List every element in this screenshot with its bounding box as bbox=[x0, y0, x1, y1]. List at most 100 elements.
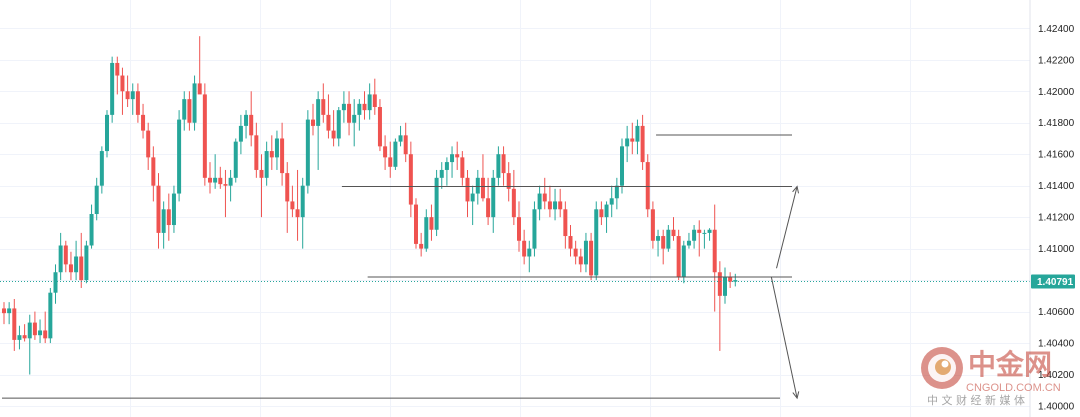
candle bbox=[450, 146, 455, 178]
candle-body bbox=[305, 119, 310, 186]
candle bbox=[300, 177, 305, 249]
candle-body bbox=[151, 157, 156, 186]
candle-body bbox=[187, 99, 192, 123]
candle-body bbox=[321, 99, 326, 115]
candle bbox=[377, 99, 382, 152]
candle-body bbox=[197, 83, 202, 95]
candle-body bbox=[419, 243, 424, 249]
candle bbox=[48, 287, 53, 344]
candle bbox=[393, 138, 398, 170]
candle-body bbox=[455, 154, 460, 158]
candle-body bbox=[7, 308, 12, 314]
candle bbox=[692, 225, 697, 249]
candle-body bbox=[300, 185, 305, 218]
candle bbox=[532, 201, 537, 257]
candle-body bbox=[671, 229, 676, 237]
candle bbox=[491, 169, 496, 233]
candle bbox=[604, 201, 609, 233]
price-axis-tick-label: 1.41000 bbox=[1038, 244, 1075, 255]
candle-body bbox=[84, 245, 89, 281]
candle bbox=[32, 311, 37, 340]
candle bbox=[161, 201, 166, 249]
candle bbox=[12, 298, 17, 351]
candle bbox=[316, 91, 321, 170]
candle bbox=[79, 232, 84, 288]
candle bbox=[2, 302, 6, 325]
watermark-domain: CNGOLD.COM.CN bbox=[966, 382, 1061, 394]
candle bbox=[475, 169, 480, 205]
candle bbox=[702, 229, 707, 249]
arrow-drawing[interactable] bbox=[776, 185, 800, 269]
candle bbox=[645, 154, 650, 218]
candle bbox=[197, 36, 202, 95]
candle bbox=[728, 272, 733, 288]
candle-body bbox=[74, 256, 79, 273]
candle bbox=[115, 56, 120, 95]
candle bbox=[578, 248, 583, 273]
candle-body bbox=[372, 94, 377, 108]
candle bbox=[372, 78, 377, 115]
candle bbox=[213, 154, 218, 189]
candle-body bbox=[2, 308, 6, 314]
candle-body bbox=[259, 169, 264, 178]
candle bbox=[517, 201, 521, 252]
candle-body bbox=[578, 256, 583, 265]
candle bbox=[99, 146, 104, 194]
candle-body bbox=[630, 138, 635, 142]
candle-body bbox=[594, 209, 599, 276]
candle-body bbox=[285, 173, 290, 202]
candle-body bbox=[434, 177, 439, 230]
arrow-drawing[interactable] bbox=[770, 276, 800, 400]
candle bbox=[511, 169, 516, 226]
candle bbox=[146, 122, 151, 170]
candle-body bbox=[336, 110, 341, 139]
candle-body bbox=[465, 177, 470, 202]
candle bbox=[331, 110, 336, 147]
candle bbox=[419, 232, 424, 257]
candle-body bbox=[470, 193, 475, 202]
candle-body bbox=[723, 276, 727, 296]
candle bbox=[311, 103, 315, 136]
candle bbox=[723, 267, 727, 304]
candle-body bbox=[609, 198, 614, 205]
candle-body bbox=[218, 177, 223, 185]
candle-body bbox=[269, 151, 274, 158]
candle-body bbox=[408, 154, 413, 205]
candle bbox=[367, 83, 372, 120]
candle-body bbox=[692, 229, 697, 241]
candle bbox=[17, 325, 22, 350]
candle-body bbox=[233, 141, 238, 178]
candle bbox=[290, 185, 295, 218]
candle-body bbox=[599, 209, 604, 218]
candle-body bbox=[110, 62, 115, 115]
current-price-tag: 1.40791 bbox=[1031, 274, 1075, 289]
candle-body bbox=[38, 330, 43, 336]
candle-body bbox=[733, 280, 738, 282]
candle-body bbox=[522, 240, 527, 257]
candle bbox=[439, 162, 444, 189]
candle bbox=[486, 177, 491, 226]
candle bbox=[594, 201, 599, 281]
candle bbox=[635, 119, 640, 155]
candle bbox=[414, 198, 418, 249]
candle-body bbox=[228, 177, 233, 186]
candle bbox=[506, 162, 511, 202]
price-axis[interactable]: 1.42400 1.42200 1.42000 1.41800 1.41600 1.414… bbox=[1038, 24, 1075, 413]
candle bbox=[347, 91, 352, 136]
candle-body bbox=[53, 272, 58, 293]
candle-body bbox=[249, 114, 254, 136]
candle bbox=[285, 162, 290, 233]
candle bbox=[141, 103, 146, 139]
candle-body bbox=[676, 236, 681, 277]
candle bbox=[74, 240, 79, 281]
candle bbox=[321, 83, 326, 123]
candle-body bbox=[362, 103, 367, 111]
candle-body bbox=[589, 240, 594, 276]
candle bbox=[625, 125, 630, 163]
candle bbox=[383, 135, 388, 170]
candle-body bbox=[475, 177, 480, 194]
candle bbox=[589, 232, 594, 281]
candle bbox=[676, 229, 681, 281]
